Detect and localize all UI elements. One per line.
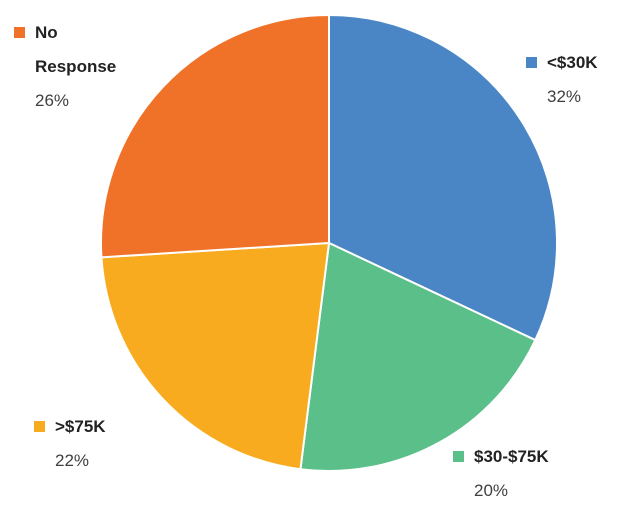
pie-slice [100, 13, 330, 259]
data-label: $30-$75K 20% [453, 440, 614, 508]
pie-slice [299, 241, 537, 472]
legend-swatch [453, 451, 464, 462]
category-label: $30-$75K [474, 447, 549, 466]
category-label: >$75K [55, 417, 106, 436]
legend-swatch [34, 421, 45, 432]
data-label: No Response 26% [14, 16, 117, 118]
value-label: 26% [35, 91, 70, 110]
value-label: 22% [55, 451, 90, 470]
pie-slice [100, 241, 331, 471]
data-label: >$75K 22% [34, 410, 175, 478]
value-label: 20% [474, 481, 509, 500]
category-label: <$30K [547, 53, 598, 72]
legend-swatch [526, 57, 537, 68]
legend-swatch [14, 27, 25, 38]
category-label: No Response [35, 23, 117, 76]
data-label: <$30K 32% [526, 46, 623, 114]
value-label: 32% [547, 87, 582, 106]
pie-slice [328, 13, 558, 342]
